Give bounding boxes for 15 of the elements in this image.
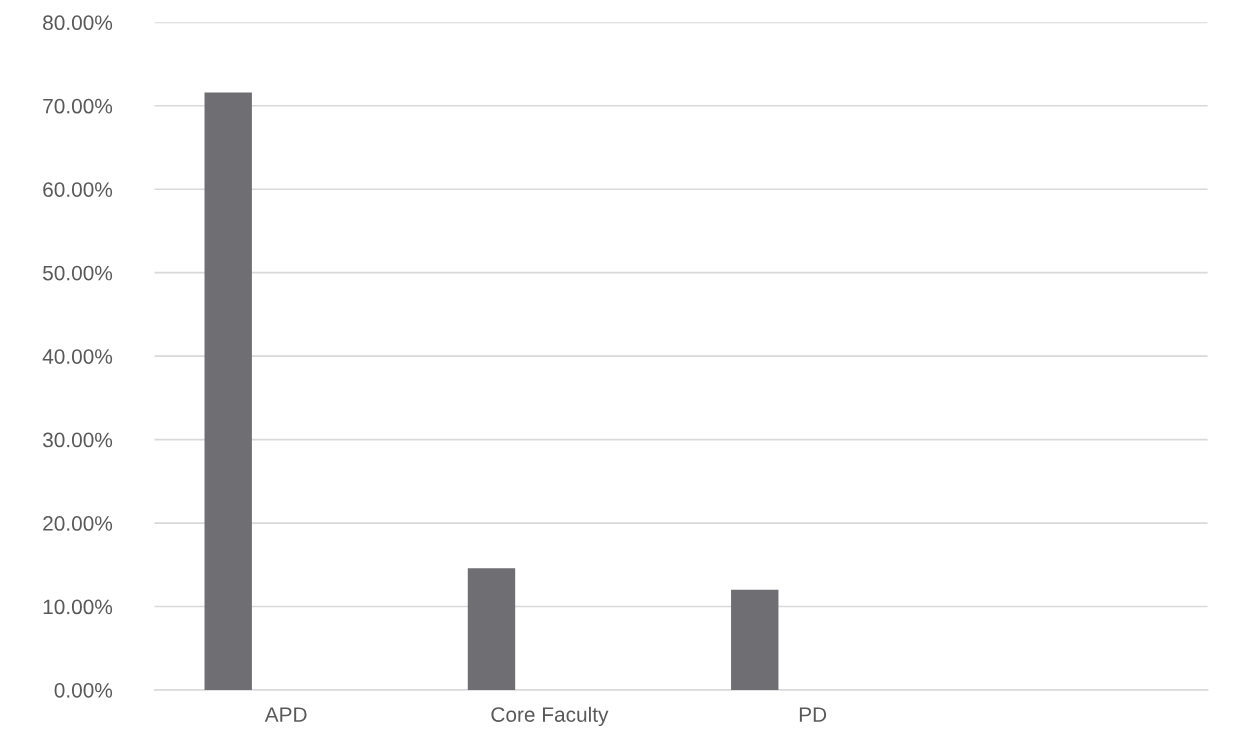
y-tick-label: 80.00% — [43, 15, 113, 31]
y-tick-label: 30.00% — [42, 432, 113, 448]
bar — [467, 568, 516, 690]
y-tick-label: 50.00% — [43, 265, 113, 281]
y-tick-label: 40.00% — [42, 349, 113, 364]
x-tick-label: Core Faculty — [491, 706, 609, 727]
bar — [731, 589, 779, 690]
y-tick-label: 20.00% — [43, 516, 113, 531]
x-tick-label: PD — [799, 707, 827, 722]
y-tick-label: 0.00% — [54, 682, 113, 698]
y-tick-label: 60.00% — [43, 182, 113, 197]
y-tick-label: 10.00% — [43, 599, 113, 615]
bar — [204, 92, 252, 690]
y-tick-label: 70.00% — [43, 98, 113, 114]
x-tick-label: APD — [264, 707, 307, 722]
